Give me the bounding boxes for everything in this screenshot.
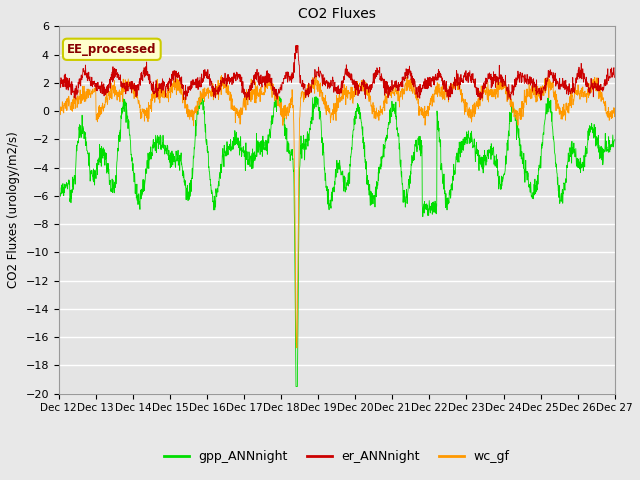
Title: CO2 Fluxes: CO2 Fluxes bbox=[298, 7, 376, 21]
Legend: gpp_ANNnight, er_ANNnight, wc_gf: gpp_ANNnight, er_ANNnight, wc_gf bbox=[159, 445, 515, 468]
Text: EE_processed: EE_processed bbox=[67, 43, 157, 56]
Y-axis label: CO2 Fluxes (urology/m2/s): CO2 Fluxes (urology/m2/s) bbox=[7, 132, 20, 288]
